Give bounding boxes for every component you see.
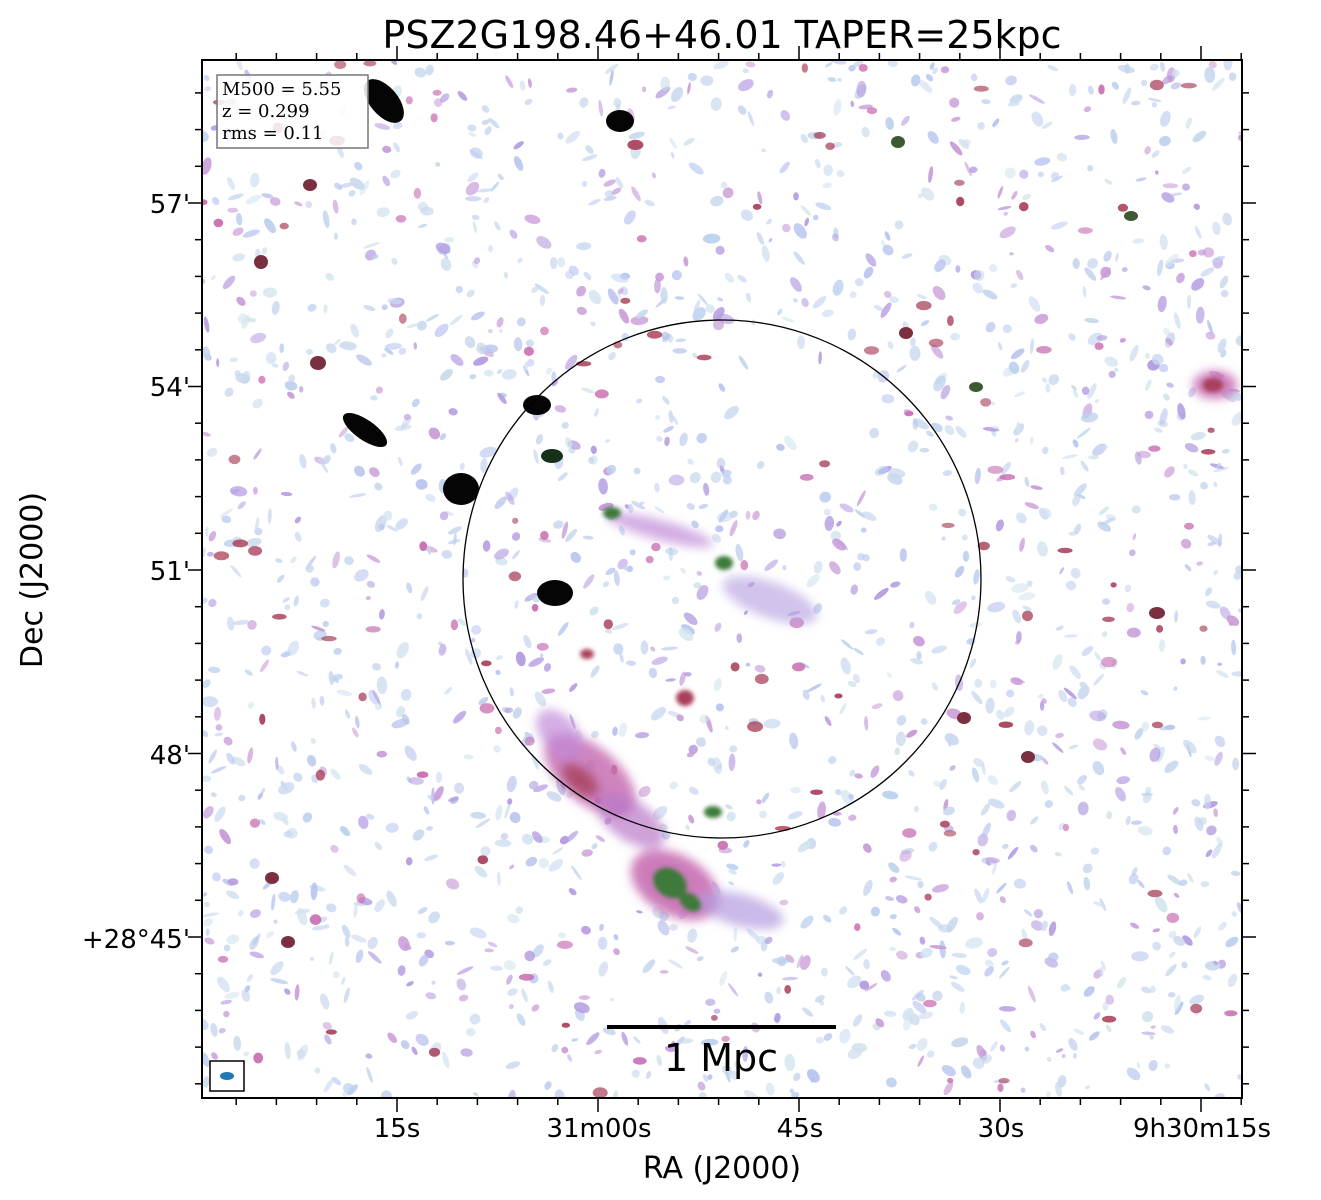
- scale-bar-label: 1 Mpc: [664, 1036, 778, 1080]
- plot-frame: [201, 59, 1243, 1099]
- x-tick-labels: 15s 31m00s 45s 30s 9h30m15s: [374, 1114, 1271, 1144]
- y-tick-label: 54': [150, 373, 190, 403]
- axis-ticks: [188, 46, 1256, 1112]
- info-box: M500 = 5.55 z = 0.299 rms = 0.11: [216, 74, 369, 149]
- info-rms: rms = 0.11: [222, 123, 324, 144]
- x-tick-label: 30s: [978, 1114, 1025, 1144]
- x-axis-label: RA (J2000): [643, 1151, 801, 1186]
- y-tick-label: 57': [150, 190, 190, 220]
- x-tick-label: 45s: [777, 1114, 824, 1144]
- r500-circle: [462, 319, 982, 839]
- x-tick-label: 15s: [374, 1114, 421, 1144]
- noise-field: [202, 60, 1242, 1098]
- emission-cores: [580, 378, 1223, 912]
- y-axis-label: Dec (J2000): [15, 492, 50, 668]
- beam-ellipse: [220, 1072, 234, 1080]
- compact-sources: [254, 79, 1165, 948]
- x-tick-label: 9h30m15s: [1133, 1114, 1271, 1144]
- y-tick-label: +28°45': [82, 925, 190, 955]
- radio-image: 1 Mpc M500 = 5.55 z = 0.299 rms = 0.11: [202, 60, 1242, 1098]
- y-tick-label: 48': [150, 741, 190, 771]
- info-redshift: z = 0.299: [222, 101, 310, 122]
- info-m500: M500 = 5.55: [222, 79, 341, 100]
- y-tick-labels: 57' 54' 51' 48' +28°45': [82, 190, 190, 955]
- x-tick-label: 31m00s: [546, 1114, 651, 1144]
- y-tick-label: 51': [150, 557, 190, 587]
- figure-title: PSZ2G198.46+46.01 TAPER=25kpc: [382, 13, 1061, 57]
